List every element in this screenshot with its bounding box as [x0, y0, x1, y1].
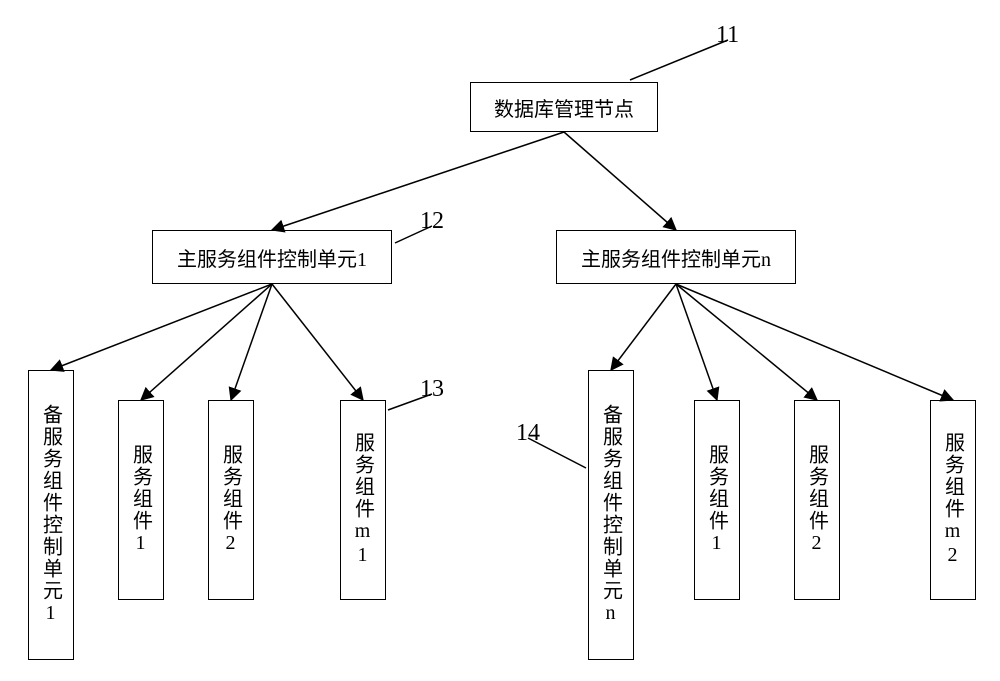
node-svc1_m: 服务组件m1 [340, 400, 386, 600]
node-bakN: 备服务组件控制单元n [588, 370, 634, 660]
node-svcN_1: 服务组件1 [694, 400, 740, 600]
callout-line-c11 [630, 40, 728, 80]
edge-mainN-svcN_m [676, 284, 953, 400]
edge-main1-svc1_m [272, 284, 363, 400]
node-mainN: 主服务组件控制单元n [556, 230, 796, 284]
node-svcN_m: 服务组件m2 [930, 400, 976, 600]
edge-mainN-bakN [611, 284, 676, 370]
edge-mainN-svcN_1 [676, 284, 717, 400]
callout-c14: 14 [516, 420, 540, 447]
node-svc1_2: 服务组件2 [208, 400, 254, 600]
node-root: 数据库管理节点 [470, 82, 658, 132]
edge-mainN-svcN_2 [676, 284, 817, 400]
node-svcN_2: 服务组件2 [794, 400, 840, 600]
callout-c11: 11 [716, 22, 739, 49]
edge-root-mainN [564, 132, 676, 230]
edge-main1-svc1_2 [231, 284, 272, 400]
callout-c13: 13 [420, 376, 444, 403]
callout-c12: 12 [420, 208, 444, 235]
node-bak1: 备服务组件控制单元1 [28, 370, 74, 660]
node-main1: 主服务组件控制单元1 [152, 230, 392, 284]
node-svc1_1: 服务组件1 [118, 400, 164, 600]
edge-main1-bak1 [51, 284, 272, 370]
edge-root-main1 [272, 132, 564, 230]
edge-main1-svc1_1 [141, 284, 272, 400]
